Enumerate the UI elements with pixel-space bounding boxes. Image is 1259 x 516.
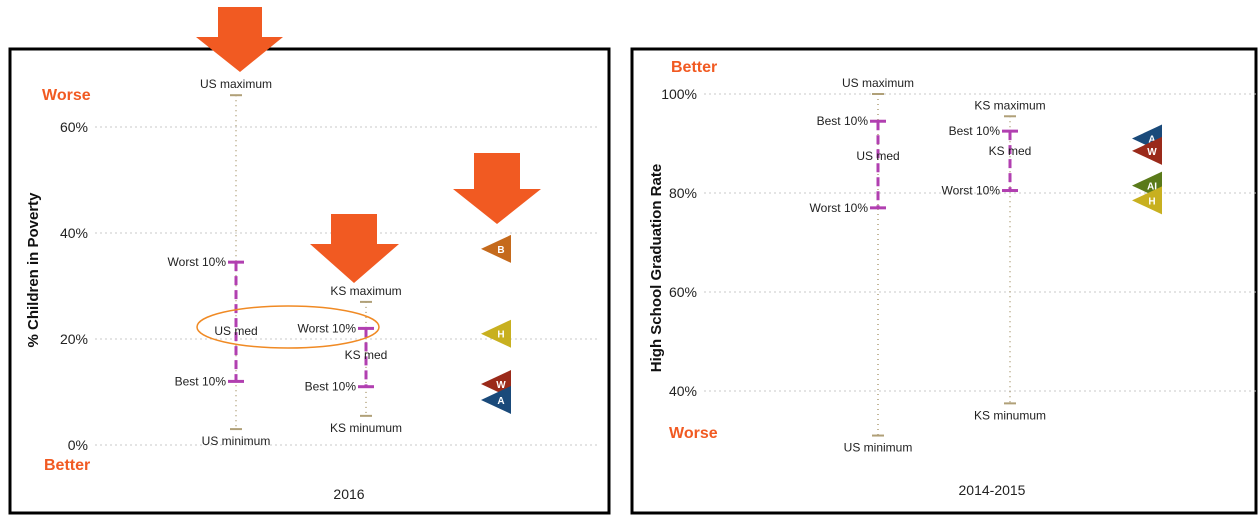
ks-min-label: KS minumum — [330, 421, 402, 435]
ks-worst10-label: Worst 10% — [298, 321, 357, 335]
arrow-groups — [453, 153, 541, 224]
us-max-label: US maximum — [200, 77, 272, 91]
group-marker-w — [1132, 136, 1162, 165]
better-label: Better — [44, 457, 90, 474]
poverty-panel-frame — [8, 47, 611, 515]
us-worst10-label: Worst 10% — [810, 201, 869, 215]
y-tick-label: 100% — [661, 86, 697, 102]
group-marker-h — [481, 319, 511, 348]
median-comparison-ellipse — [196, 305, 380, 349]
graduation-panel-frame — [630, 47, 1258, 515]
y-tick-label: 40% — [60, 225, 88, 241]
us-best10-label: Best 10% — [817, 114, 869, 128]
y-axis-title: High School Graduation Rate — [648, 164, 665, 372]
us-median-label: US med — [214, 324, 257, 338]
us-max-label: US maximum — [842, 76, 914, 90]
ks-median-label: KS med — [345, 348, 388, 362]
graduation-chart: 40% 60% 80% 100% High School Graduation Rate… — [648, 59, 1256, 498]
us-median-label: US med — [856, 149, 899, 163]
group-marker-b — [481, 234, 511, 263]
group-label-w: W — [1147, 147, 1157, 158]
ks-min-label: KS minumum — [974, 408, 1046, 422]
y-tick-label: 80% — [669, 185, 697, 201]
us-best10-label: Best 10% — [175, 374, 227, 388]
ks-best10-label: Best 10% — [305, 380, 357, 394]
group-label-b: B — [497, 245, 504, 256]
ks-median-label: KS med — [989, 144, 1032, 158]
arrow-us-maximum — [196, 7, 283, 72]
arrow-ks-worst — [310, 214, 399, 283]
group-label-h: H — [497, 330, 504, 341]
x-axis-label: 2016 — [333, 486, 364, 502]
y-tick-label: 60% — [60, 119, 88, 135]
callout-arrows — [196, 7, 541, 283]
ks-max-label: KS maximum — [974, 98, 1045, 112]
ks-worst10-label: Worst 10% — [942, 184, 1001, 198]
worse-label: Worse — [669, 425, 718, 442]
y-tick-label: 20% — [60, 331, 88, 347]
group-label-a: A — [497, 396, 504, 407]
group-label-a: A — [1148, 135, 1155, 146]
y-tick-label: 60% — [669, 284, 697, 300]
y-tick-label: 40% — [669, 383, 697, 399]
us-min-label: US minimum — [202, 434, 271, 448]
y-tick-label: 0% — [68, 437, 88, 453]
group-marker-a — [481, 385, 511, 414]
us-worst10-label: Worst 10% — [168, 255, 227, 269]
poverty-chart: 0% 20% 40% 60% % Children in Poverty Worse Bet… — [25, 77, 598, 502]
group-label-h: H — [1148, 196, 1155, 207]
group-label-ai: AI — [1147, 182, 1157, 193]
better-label: Better — [671, 59, 717, 76]
worse-label: Worse — [42, 87, 91, 104]
group-label-w: W — [496, 380, 506, 391]
x-axis-label: 2014-2015 — [959, 482, 1026, 498]
group-marker-h — [1132, 186, 1162, 215]
ks-best10-label: Best 10% — [949, 124, 1001, 138]
us-min-label: US minimum — [844, 441, 913, 455]
ks-max-label: KS maximum — [330, 284, 401, 298]
y-axis-title: % Children in Poverty — [25, 192, 42, 348]
